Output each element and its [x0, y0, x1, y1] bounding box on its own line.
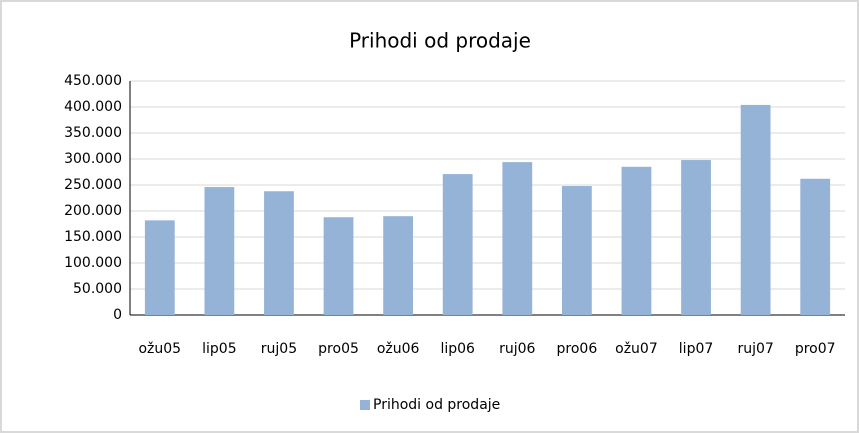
bar: [144, 220, 175, 315]
y-tick-label: 100.000: [64, 255, 122, 271]
y-tick-label: 400.000: [64, 99, 122, 115]
legend-label: Prihodi od prodaje: [373, 397, 500, 413]
bar: [621, 166, 652, 315]
bar: [561, 186, 592, 315]
x-tick-label: ruj05: [261, 341, 297, 357]
bar: [502, 162, 533, 315]
chart-title: Prihodi od prodaje: [349, 29, 531, 53]
y-tick-label: 150.000: [64, 229, 122, 245]
bar: [681, 160, 711, 315]
x-tick-label: ruj06: [499, 341, 535, 357]
bar: [204, 187, 235, 315]
y-tick-label: 50.000: [73, 281, 122, 297]
bar: [264, 191, 294, 315]
x-tick-label: ruj07: [737, 341, 773, 357]
y-tick-label: 250.000: [64, 177, 122, 193]
bar: [323, 217, 354, 315]
x-tick-label: ožu07: [615, 341, 658, 357]
x-tick-label: pro06: [557, 341, 598, 357]
x-tick-label: lip06: [440, 341, 475, 357]
y-tick-label: 200.000: [64, 203, 122, 219]
x-tick-label: pro07: [795, 341, 836, 357]
y-tick-label: 0: [113, 307, 122, 323]
x-tick-label: lip07: [679, 341, 713, 357]
legend-swatch: [360, 400, 370, 410]
x-tick-label: ožu06: [377, 341, 420, 357]
x-tick-label: ožu05: [138, 341, 181, 357]
bar: [740, 104, 771, 315]
bar: [383, 216, 414, 315]
x-tick-label: pro05: [318, 341, 359, 357]
y-tick-label: 300.000: [64, 151, 122, 167]
bar: [442, 174, 473, 315]
y-tick-label: 450.000: [64, 73, 122, 89]
x-tick-label: lip05: [202, 341, 236, 357]
y-tick-label: 350.000: [64, 125, 122, 141]
bar: [800, 178, 831, 315]
